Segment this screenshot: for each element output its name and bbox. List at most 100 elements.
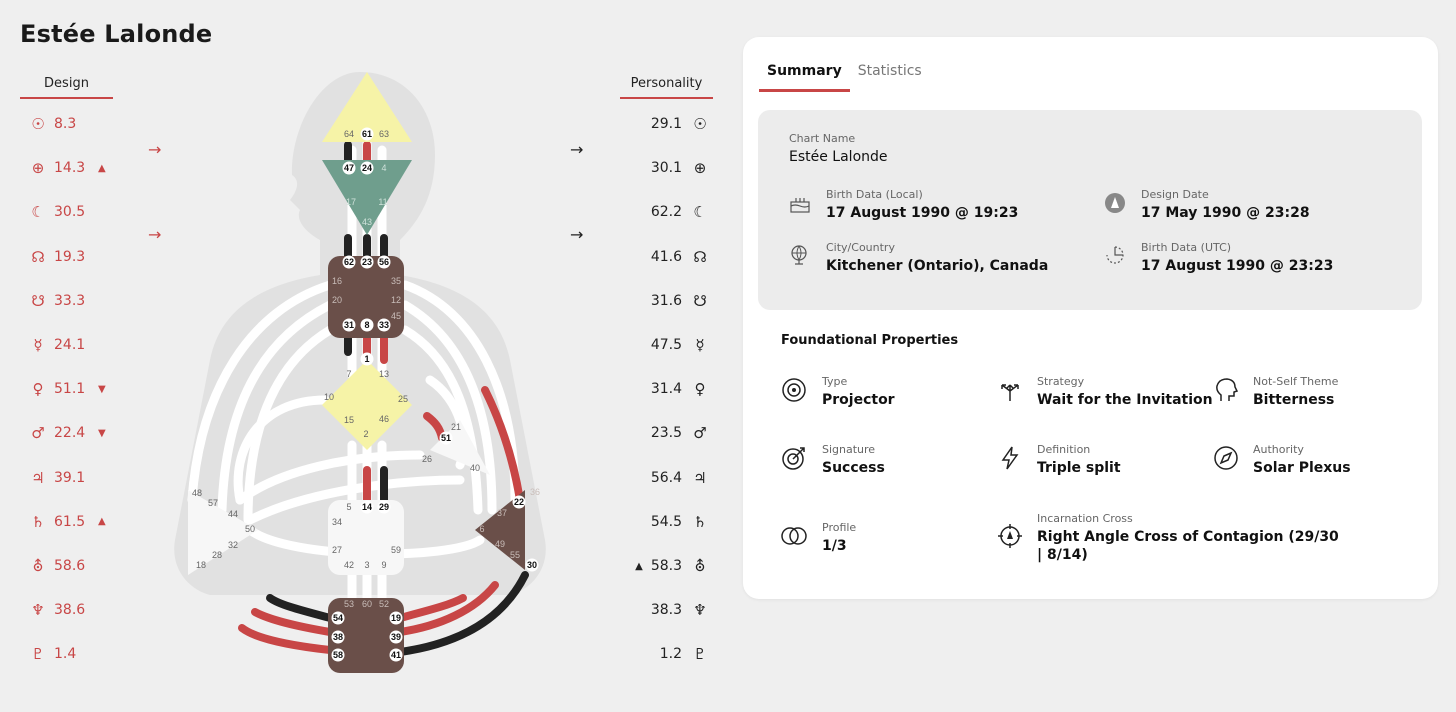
gate-label: 34 <box>332 517 342 527</box>
gate-label: 15 <box>344 415 354 425</box>
personality-gate-value: 58.3 <box>650 558 682 574</box>
design-planet-row: ☉ 8.3 <box>28 113 98 135</box>
gate-marker <box>439 431 453 445</box>
definition-label: Definition <box>1037 443 1091 456</box>
gate-label: 9 <box>381 560 386 570</box>
gate-marker <box>512 495 526 509</box>
design-gate-value: 30.5 <box>54 204 86 221</box>
gate-label: 39 <box>391 632 401 642</box>
gate-label: 58 <box>333 650 343 660</box>
strategy-arrows-icon <box>1001 384 1019 401</box>
design-planet-row: ☾ 30.5 <box>28 201 98 223</box>
design-planet-row: ☋ 33.3 <box>28 290 98 312</box>
gate-marker <box>360 255 374 269</box>
personality-planet-row: 47.5 ☿ <box>600 334 710 356</box>
design-gate-value: 61.5 <box>54 513 86 530</box>
gate-label: 32 <box>228 540 238 550</box>
personality-planet-row: 30.1 ⊕ <box>600 157 710 179</box>
personality-gate-value: 31.4 <box>650 381 682 398</box>
venus-icon: ♀ <box>32 380 44 399</box>
gate-label: 49 <box>495 539 505 549</box>
gate-label: 4 <box>381 163 386 173</box>
design-planet-row: ♂ 22.4 ▼ <box>28 422 106 444</box>
design-gate-value: 22.4 <box>54 425 86 442</box>
not-self-theme-value: Bitterness <box>1253 392 1335 408</box>
neptune-icon: ♆ <box>693 601 707 620</box>
saturn-icon: ♄ <box>693 512 707 531</box>
globe-icon <box>791 245 807 265</box>
design-date-icon <box>1105 193 1125 213</box>
gate-marker <box>342 255 356 269</box>
gate-label: 24 <box>362 163 372 173</box>
gate-label: 40 <box>470 463 480 473</box>
personality-gate-value: 47.5 <box>650 337 682 353</box>
gate-label: 12 <box>391 295 401 305</box>
jupiter-icon: ♃ <box>31 468 45 487</box>
gate-label: 8 <box>364 320 369 330</box>
chart-name-label: Chart Name <box>789 132 856 145</box>
saturn-icon: ♄ <box>31 512 45 531</box>
chart-name-value: Estée Lalonde <box>789 149 888 165</box>
gate-label: 62 <box>344 257 354 267</box>
gate-marker <box>331 611 345 625</box>
incarnation-cross-label: Incarnation Cross <box>1037 512 1133 525</box>
gate-marker <box>389 648 403 662</box>
design-fixing-icon: ▼ <box>98 427 106 439</box>
gate-marker <box>360 127 374 141</box>
personality-gate-value: 31.6 <box>650 292 682 309</box>
mars-icon: ♂ <box>693 424 707 443</box>
sun-icon: ☉ <box>693 115 707 133</box>
gate-label: 22 <box>514 497 524 507</box>
personality-gate-value: 23.5 <box>650 425 682 442</box>
gate-label: 35 <box>391 276 401 286</box>
gate-label: 42 <box>344 560 354 570</box>
strategy-value: Wait for the Invitation <box>1037 392 1213 408</box>
gate-label: 43 <box>362 217 372 227</box>
page-title: Estée Lalonde <box>20 20 213 48</box>
gate-label: 2 <box>363 429 368 439</box>
personality-planet-row: 38.3 ♆ <box>600 599 710 621</box>
uranus-icon: ⛢ <box>32 557 44 575</box>
jupiter-icon: ♃ <box>693 468 707 487</box>
tab-summary[interactable]: Summary <box>759 59 850 92</box>
gate-label: 19 <box>391 613 401 623</box>
incarnation-cross-value-cont: | 8/14) <box>1037 547 1088 563</box>
gate-label: 60 <box>362 599 372 609</box>
incarnation-cross-value: Right Angle Cross of Contagion (29/30 <box>1037 529 1339 545</box>
g-center <box>322 360 412 450</box>
personality-gate-value: 62.2 <box>650 204 682 221</box>
gate-label: 26 <box>422 454 432 464</box>
gate-marker <box>331 630 345 644</box>
profile-label: Profile <box>822 521 857 534</box>
spleen-center <box>188 490 258 575</box>
type-value: Projector <box>822 392 895 408</box>
gate-label: 18 <box>196 560 206 570</box>
gate-label: 5 <box>346 502 351 512</box>
gate-label: 55 <box>510 550 520 560</box>
design-gate-value: 58.6 <box>54 558 86 574</box>
gate-label: 56 <box>379 257 389 267</box>
personality-column-header: Personality <box>620 76 713 99</box>
gate-label: 36 <box>530 487 540 497</box>
south-node-icon: ☋ <box>693 291 707 310</box>
design-fixing-icon: ▼ <box>98 383 106 395</box>
personality-gate-value: 54.5 <box>650 513 682 530</box>
design-planet-row: ♄ 61.5 ▲ <box>28 511 105 533</box>
authority-value: Solar Plexus <box>1253 460 1351 476</box>
ego-center <box>430 420 490 475</box>
design-planet-row: ⛢ 58.6 <box>28 555 98 577</box>
ajna-center <box>322 160 412 235</box>
gate-label: 45 <box>391 311 401 321</box>
gate-marker <box>360 500 374 514</box>
overlapping-circles-icon <box>781 527 807 545</box>
gate-label: 11 <box>378 197 387 207</box>
type-label: Type <box>822 375 848 388</box>
personality-fixing-icon: ▲ <box>635 560 643 572</box>
gate-label: 51 <box>441 433 451 443</box>
tab-statistics[interactable]: Statistics <box>857 63 922 79</box>
head-center <box>322 72 412 142</box>
design-planet-row: ♆ 38.6 <box>28 599 98 621</box>
gate-label: 13 <box>379 369 389 379</box>
foundational-properties-title: Foundational Properties <box>781 333 959 348</box>
design-planet-row: ⊕ 14.3 ▲ <box>28 157 106 179</box>
